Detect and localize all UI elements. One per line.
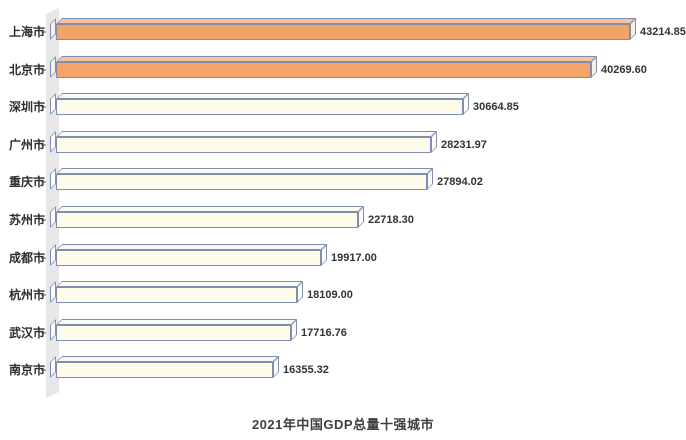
bar-front-face [56,287,297,303]
bar-end-cap [321,244,327,266]
category-label: 苏州市 [8,213,45,227]
bar-end-cap [427,168,433,190]
category-tick [41,332,46,334]
bar-end-cap [273,356,279,378]
value-label: 28231.97 [441,139,487,151]
bar-end-cap [431,131,437,153]
bar-front-face [56,62,591,78]
category-label: 广州市 [8,138,45,152]
category-label: 重庆市 [8,175,45,189]
bar-front-face [56,137,431,153]
bar-end-cap [358,206,364,228]
bar-end-cap [463,93,469,115]
value-label: 27894.02 [437,176,483,188]
value-label: 22718.30 [368,214,414,226]
value-label: 18109.00 [307,289,353,301]
bar-front-face [56,362,273,378]
bar-end-cap [291,319,297,341]
value-label: 40269.60 [601,64,647,76]
category-tick [41,106,46,108]
bar-front-face [56,24,630,40]
category-tick [41,369,46,371]
category-tick [41,181,46,183]
category-tick [41,219,46,221]
category-tick [41,294,46,296]
bar-front-face [56,99,463,115]
bar-end-cap [630,18,636,40]
value-label: 16355.32 [283,364,329,376]
category-label: 上海市 [8,25,45,39]
value-label: 19917.00 [331,252,377,264]
category-tick [41,31,46,33]
value-label: 43214.85 [640,26,686,38]
bar-front-face [56,250,321,266]
category-tick [41,144,46,146]
bar-front-face [56,212,358,228]
category-tick [41,257,46,259]
chart-title: 2021年中国GDP总量十强城市 [251,417,435,432]
category-tick [41,69,46,71]
bar-end-cap [297,281,303,303]
value-label: 30664.85 [473,101,519,113]
category-label: 北京市 [8,63,45,77]
bar-end-cap [591,56,597,78]
category-label: 南京市 [8,363,45,377]
category-label: 杭州市 [8,288,45,302]
value-label: 17716.76 [301,327,347,339]
bar-front-face [56,174,427,190]
category-label: 深圳市 [8,100,45,114]
category-label: 武汉市 [8,326,45,340]
bar-front-face [56,325,291,341]
category-label: 成都市 [8,251,45,265]
